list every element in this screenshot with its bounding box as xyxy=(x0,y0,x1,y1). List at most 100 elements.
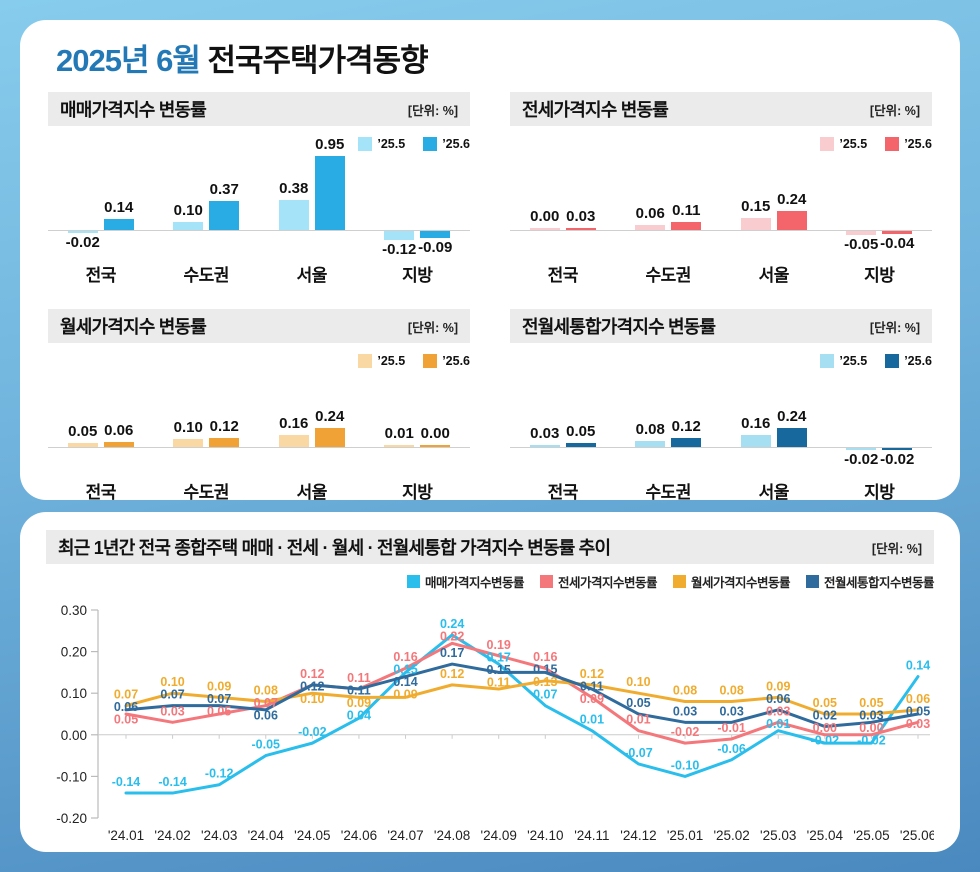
legend-label: ’25.5 xyxy=(839,137,868,152)
point-value-label: 0.08 xyxy=(254,684,278,698)
point-value-label: 0.05 xyxy=(813,696,837,710)
point-value-label: 0.13 xyxy=(533,675,557,689)
chart-title: 월세가격지수 변동률 xyxy=(60,317,207,338)
legend-label: ’25.6 xyxy=(904,137,932,152)
point-value-label: 0.03 xyxy=(673,704,697,718)
bar-value-label: 0.24 xyxy=(777,408,807,426)
point-value-label: 0.14 xyxy=(906,659,930,673)
page-title-subject: 전국주택가격동향 xyxy=(207,43,428,78)
legend-swatch xyxy=(358,137,373,152)
bar xyxy=(635,440,666,448)
point-value-label: 0.17 xyxy=(440,646,464,660)
category-label: 수도권 xyxy=(645,266,692,286)
legend-swatch xyxy=(820,137,835,152)
axis-baseline xyxy=(48,230,470,232)
bar-value-label: 0.06 xyxy=(635,205,665,223)
bar xyxy=(209,437,240,448)
bar-value-label: 0.16 xyxy=(741,414,771,432)
point-value-label: 0.12 xyxy=(580,667,604,681)
bar-value-label: 0.37 xyxy=(209,181,239,199)
bar xyxy=(882,448,913,450)
category-label: 전국 xyxy=(85,483,117,503)
category-label: 수도권 xyxy=(183,483,230,503)
legend-swatch xyxy=(423,354,438,369)
line-series-3 xyxy=(124,662,920,728)
x-tick-label: '24.08 xyxy=(434,828,470,843)
chart-header: 전월세통합가격지수 변동률 [단위: %] xyxy=(510,309,932,344)
point-value-label: 0.24 xyxy=(440,617,464,631)
chart-header: 매매가격지수 변동률 [단위: %] xyxy=(48,92,470,127)
point-value-label: -0.02 xyxy=(811,734,840,748)
category-label: 서울 xyxy=(758,266,790,286)
point-value-label: 0.00 xyxy=(813,721,837,735)
bar-chart-combined: 전월세통합가격지수 변동률 [단위: %] ’25.5’25.6 0.03 0.0… xyxy=(510,309,932,512)
bar-value-label: 0.05 xyxy=(566,423,596,441)
point-value-label: -0.05 xyxy=(252,738,281,752)
point-value-label: 0.09 xyxy=(393,688,417,702)
point-value-label: 0.10 xyxy=(626,675,650,689)
point-value-label: -0.02 xyxy=(298,725,327,739)
bar-value-label: 0.10 xyxy=(173,202,203,220)
point-value-label: 0.16 xyxy=(533,650,557,664)
legend-item: 월세가격지수변동률 xyxy=(672,572,790,591)
bar-value-label: 0.16 xyxy=(279,414,309,432)
legend-swatch xyxy=(539,574,553,588)
legend-item: 전세가격지수변동률 xyxy=(539,572,657,591)
bar-value-label: 0.03 xyxy=(566,207,596,225)
bar-value-label: 0.00 xyxy=(420,425,450,443)
point-value-label: 0.08 xyxy=(673,684,697,698)
legend-swatch xyxy=(672,574,686,588)
point-value-label: 0.06 xyxy=(114,700,138,714)
axis-baseline xyxy=(510,447,932,449)
point-value-label: 0.03 xyxy=(160,704,184,718)
point-value-label: 0.01 xyxy=(626,713,650,727)
legend-swatch xyxy=(805,574,819,588)
bar xyxy=(529,228,560,231)
point-value-label: 0.10 xyxy=(160,675,184,689)
bar xyxy=(882,231,913,235)
bar-value-label: 0.14 xyxy=(104,199,134,217)
x-tick-label: '24.05 xyxy=(294,828,330,843)
x-tick-label: '25.01 xyxy=(667,828,703,843)
bar xyxy=(103,442,134,448)
trend-legend: 매매가격지수변동률 전세가격지수변동률 월세가격지수변동률 전월세통합지수변동률 xyxy=(46,570,935,592)
chart-legend: ’25.5 ’25.6 xyxy=(48,126,470,155)
bar-value-label: 0.01 xyxy=(384,425,414,443)
point-value-label: 0.15 xyxy=(487,663,511,677)
point-value-label: 0.15 xyxy=(533,663,557,677)
bar xyxy=(314,428,345,448)
point-value-label: 0.11 xyxy=(487,675,511,689)
point-value-label: -0.02 xyxy=(671,725,700,739)
point-value-label: -0.12 xyxy=(205,767,234,781)
legend-label: ’25.5 xyxy=(377,137,406,152)
legend-item: 매매가격지수변동률 xyxy=(406,572,525,591)
axis-baseline xyxy=(48,447,470,449)
chart-title: 매매가격지수 변동률 xyxy=(60,100,207,121)
bar xyxy=(846,448,877,450)
point-value-label: 0.07 xyxy=(533,688,557,702)
chart-title: 전세가격지수 변동률 xyxy=(522,100,669,121)
bar-value-label: -0.02 xyxy=(844,450,879,468)
x-tick-label: '24.07 xyxy=(387,828,423,843)
point-value-label: 0.22 xyxy=(440,629,464,643)
chart-plot: -0.02 0.14 전국 0.10 0.37 수도권 0.38 0.95 서울 -0.12 -0.… xyxy=(48,136,470,295)
y-tick-label: 0.20 xyxy=(61,645,87,660)
point-value-label: 0.05 xyxy=(114,713,138,727)
point-value-label: 0.11 xyxy=(347,684,371,698)
legend-item: ’25.6 xyxy=(885,137,932,152)
trend-line-chart: 0.30 0.20 0.10 0.00 -0.10 -0.20 '24.01 '24.02 '2… xyxy=(56,603,934,843)
point-value-label: 0.12 xyxy=(440,667,464,681)
x-tick-label: '24.04 xyxy=(248,828,285,843)
bar-value-label: 0.12 xyxy=(209,417,239,435)
bar-value-label: 0.24 xyxy=(777,191,807,209)
x-tick-label: '25.02 xyxy=(713,828,749,843)
bar xyxy=(103,219,134,231)
x-tick-label: '24.10 xyxy=(527,828,563,843)
unit-label: [단위: %] xyxy=(407,320,458,335)
bar xyxy=(278,434,309,448)
legend-label: 매매가격지수변동률 xyxy=(424,575,525,590)
point-value-label: 0.08 xyxy=(719,684,743,698)
point-value-label: 0.09 xyxy=(207,679,231,693)
chart-plot: 0.03 0.05 전국 0.08 0.12 수도권 0.16 0.24 서울 -0.02 -0.0… xyxy=(510,372,932,512)
point-value-label: 0.02 xyxy=(813,709,837,723)
